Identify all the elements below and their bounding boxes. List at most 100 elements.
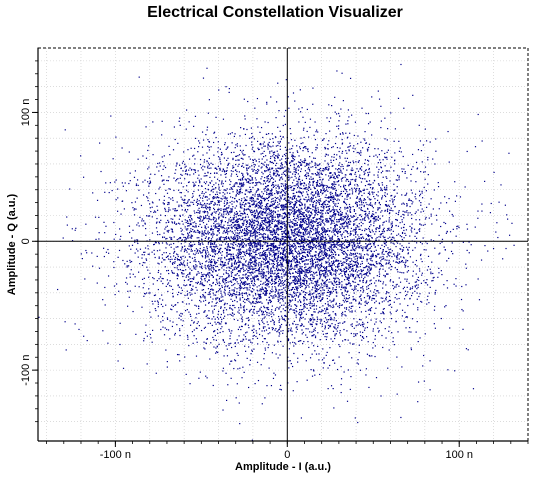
data-point	[359, 228, 361, 230]
data-point	[296, 215, 299, 217]
data-point	[410, 168, 413, 170]
data-point	[339, 330, 341, 332]
data-point	[353, 242, 355, 245]
data-point	[179, 259, 181, 262]
data-point	[204, 206, 206, 209]
data-point	[315, 305, 318, 307]
data-point	[257, 277, 259, 280]
data-point	[233, 214, 235, 216]
data-point	[261, 268, 263, 270]
data-point	[306, 263, 308, 265]
data-point	[243, 270, 245, 272]
data-point	[227, 146, 229, 148]
data-point	[296, 328, 298, 330]
data-point	[385, 284, 387, 286]
data-point	[353, 220, 355, 222]
data-point	[270, 271, 272, 273]
data-point	[289, 161, 291, 163]
data-point	[295, 171, 298, 174]
data-point	[316, 287, 318, 290]
data-point	[386, 291, 388, 294]
data-point	[228, 291, 230, 294]
data-point	[306, 230, 308, 232]
data-point	[250, 191, 252, 193]
data-point	[260, 266, 262, 268]
data-point	[356, 224, 358, 227]
data-point	[461, 308, 463, 311]
data-point	[245, 338, 247, 340]
data-point	[195, 252, 197, 254]
data-point	[186, 204, 188, 207]
data-point	[307, 239, 309, 241]
data-point	[370, 279, 372, 281]
data-point	[177, 254, 179, 256]
data-point	[246, 238, 248, 240]
data-point	[203, 284, 206, 287]
data-point	[403, 223, 405, 226]
data-point	[260, 213, 262, 215]
data-point	[225, 279, 227, 281]
data-point	[143, 337, 145, 340]
data-point	[293, 248, 296, 250]
data-point	[159, 233, 161, 236]
data-point	[113, 238, 115, 240]
data-point	[351, 275, 354, 277]
data-point	[165, 238, 167, 240]
data-point	[216, 226, 218, 228]
data-point	[196, 313, 198, 315]
data-point	[176, 311, 178, 313]
data-point	[161, 134, 163, 136]
data-point	[188, 199, 190, 201]
data-point	[367, 301, 369, 304]
data-point	[273, 372, 275, 374]
data-point	[257, 221, 259, 223]
data-point	[401, 203, 403, 205]
data-point	[293, 260, 295, 262]
data-point	[295, 233, 297, 235]
data-point	[267, 238, 269, 240]
data-point	[300, 283, 302, 286]
data-point	[270, 146, 272, 148]
data-point	[321, 183, 323, 185]
data-point	[249, 309, 251, 311]
data-point	[466, 228, 469, 230]
data-point	[279, 327, 281, 329]
data-point	[292, 145, 294, 147]
data-point	[282, 282, 285, 284]
data-point	[306, 223, 308, 225]
data-point	[249, 261, 251, 263]
data-point	[284, 240, 286, 242]
data-point	[267, 199, 270, 202]
data-point	[340, 241, 343, 243]
data-point	[360, 152, 362, 154]
data-point	[359, 204, 361, 206]
data-point	[419, 230, 421, 232]
data-point	[164, 259, 166, 261]
data-point	[360, 253, 362, 255]
data-point	[428, 302, 430, 304]
data-point	[253, 282, 256, 285]
data-point	[246, 250, 248, 252]
data-point	[330, 159, 332, 161]
data-point	[367, 239, 369, 241]
data-point	[208, 207, 210, 209]
data-point	[317, 211, 319, 213]
data-point	[232, 241, 235, 243]
data-point	[209, 254, 212, 256]
data-point	[219, 189, 221, 191]
data-point	[201, 146, 204, 148]
data-point	[381, 230, 383, 233]
data-point	[328, 240, 330, 242]
data-point	[176, 178, 178, 181]
data-point	[167, 329, 170, 331]
data-point	[145, 234, 147, 236]
data-point	[279, 242, 281, 244]
data-point	[443, 221, 445, 224]
data-point	[314, 227, 317, 230]
data-point	[293, 171, 295, 173]
data-point	[315, 283, 317, 285]
data-point	[258, 241, 260, 243]
data-point	[279, 260, 281, 262]
data-point	[385, 157, 387, 159]
data-point	[388, 255, 391, 257]
